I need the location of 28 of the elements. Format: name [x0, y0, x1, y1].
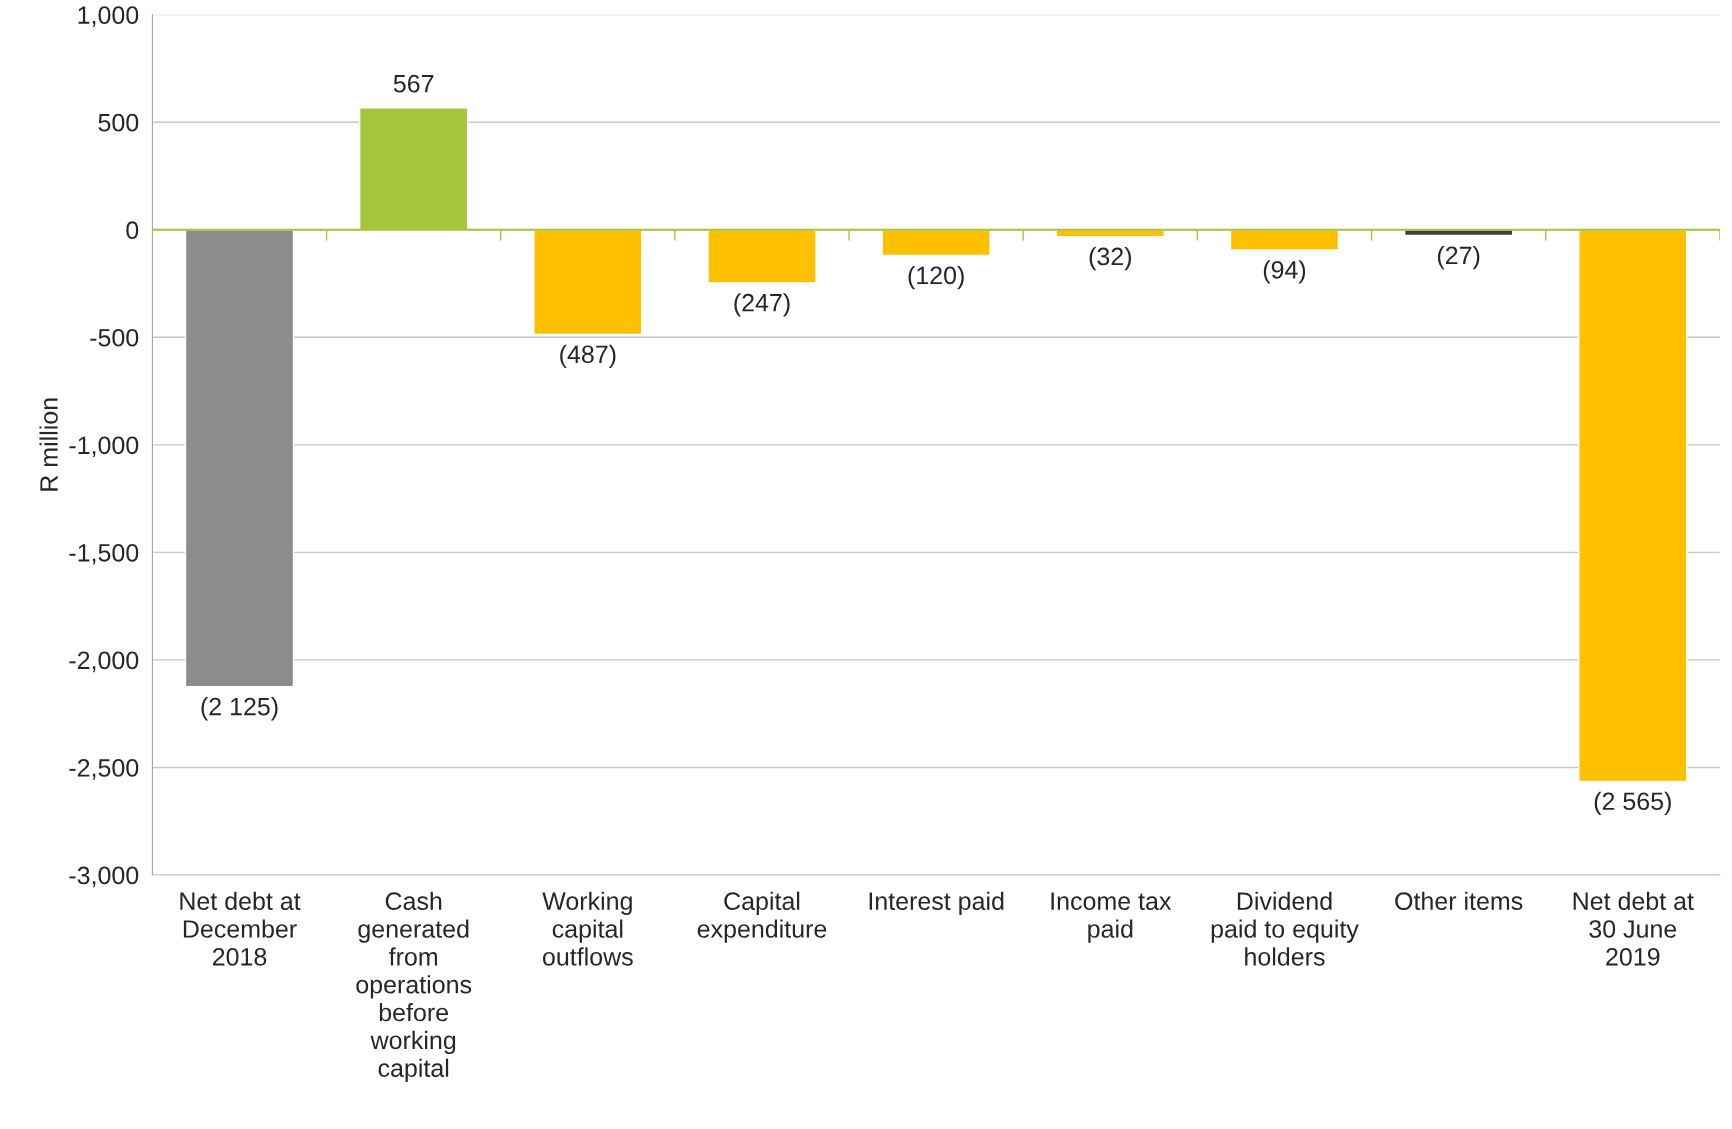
x-tick-label: Cash generated from operations before working capital	[356, 891, 472, 1082]
data-label: (27)	[1437, 245, 1480, 270]
x-tick-label: Income tax paid	[1051, 892, 1172, 943]
y-tick-label: -3,000	[69, 866, 139, 888]
data-label: (120)	[908, 265, 964, 290]
y-tick-label: 500	[98, 113, 139, 132]
data-label: 567	[393, 74, 434, 93]
x-tick-label: Working capital outflows	[542, 891, 633, 966]
data-label: (247)	[734, 293, 790, 317]
data-label: (2 565)	[1594, 791, 1671, 816]
x-tick-label: Capital expenditure	[697, 891, 827, 943]
y-tick-label: -500	[90, 328, 139, 347]
data-label: (32)	[1089, 246, 1131, 271]
data-label: (94)	[1263, 260, 1306, 284]
x-tick-label: Interest paid	[869, 891, 1004, 915]
y-tick-label: 0	[126, 221, 139, 240]
y-tick-label: -2,000	[69, 651, 139, 673]
y-tick-label: -1,500	[69, 543, 139, 565]
y-axis-title: R million	[39, 398, 58, 491]
data-label: (487)	[560, 344, 616, 369]
data-label: (2 125)	[201, 697, 278, 721]
x-tick-label: Net debt at 30 June 2019	[1573, 891, 1694, 966]
x-tick-label: Dividend paid to equity holders	[1211, 891, 1359, 966]
x-tick-label: Net debt at December 2018	[180, 891, 301, 966]
y-tick-label: -2,500	[69, 759, 139, 780]
y-tick-label: -1,000	[69, 436, 139, 458]
y-tick-label: 1,000	[78, 6, 139, 27]
x-tick-label: Other items	[1395, 891, 1523, 910]
